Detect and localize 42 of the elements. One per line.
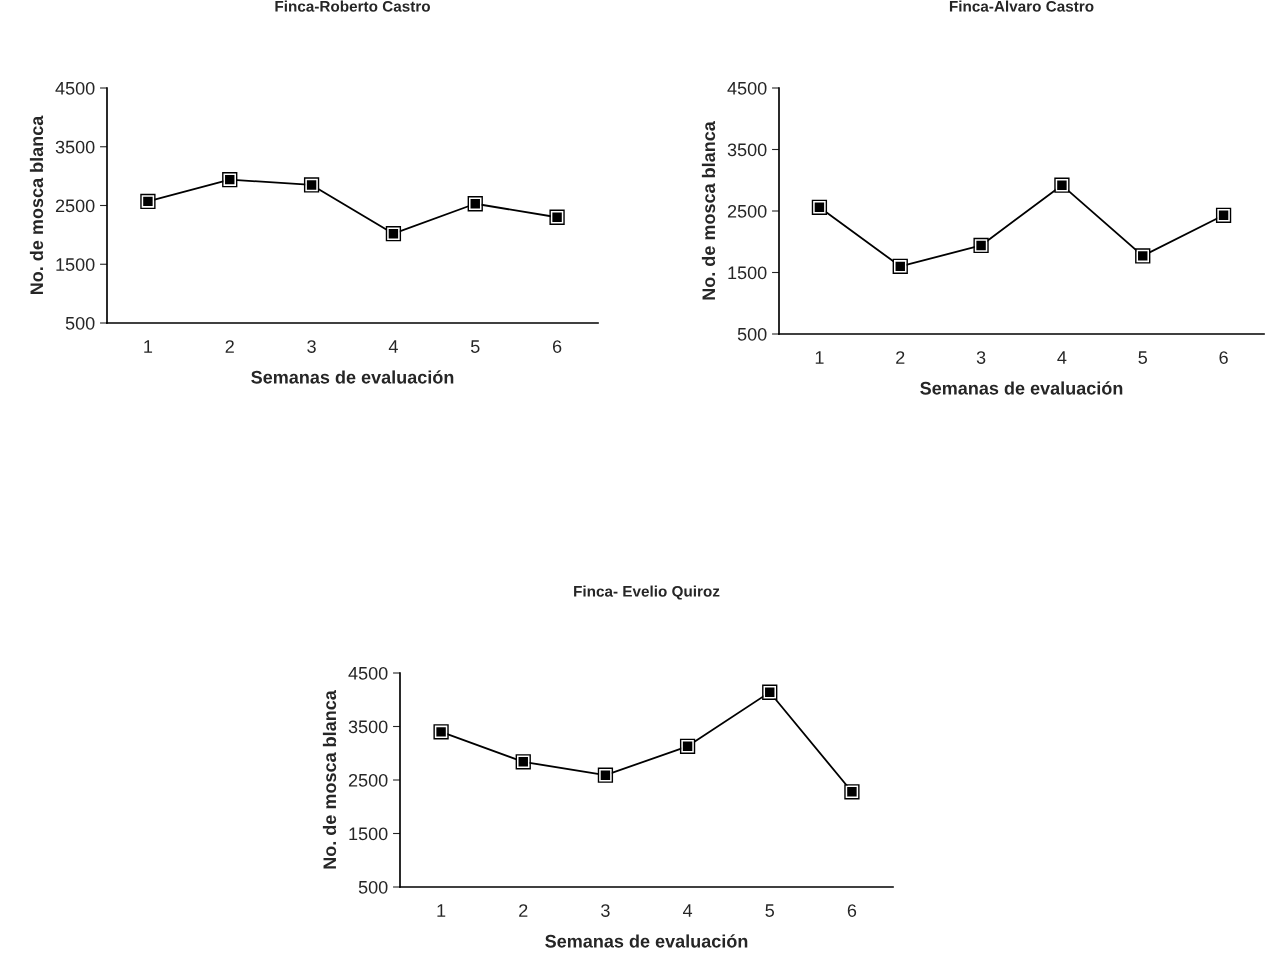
- x-tick-label: 4: [388, 340, 398, 353]
- y-tick-label: 2500: [55, 199, 95, 213]
- x-tick-label: 1: [144, 340, 153, 353]
- x-tick-label: 5: [470, 340, 480, 353]
- chart-title: Finca-Alvaro Castro: [949, 0, 1094, 12]
- x-tick-label: 5: [1138, 351, 1148, 364]
- x-tick-label: 4: [682, 904, 693, 917]
- y-tick-label: 1500: [728, 266, 767, 280]
- x-tick-label: 2: [519, 904, 528, 917]
- x-tick-label: 5: [765, 904, 775, 917]
- y-tick-label: 500: [358, 880, 388, 894]
- x-tick-label: 6: [847, 904, 857, 917]
- y-tick-label: 3500: [55, 140, 95, 154]
- y-tick-label: 2500: [727, 204, 767, 218]
- y-axis-title: No. de mosca blanca: [322, 690, 337, 869]
- x-tick-label: 1: [815, 351, 824, 364]
- x-tick-label: 6: [1219, 351, 1228, 364]
- x-tick-label: 3: [307, 340, 316, 353]
- x-tick-label: 3: [976, 351, 986, 364]
- x-axis-title: Semanas de evaluación: [920, 381, 1123, 395]
- y-tick-label: 1500: [56, 258, 95, 271]
- x-axis-title: Semanas de evaluación: [545, 934, 748, 948]
- x-tick-label: 6: [552, 340, 562, 353]
- y-axis-title: No. de mosca blanca: [29, 115, 44, 295]
- y-tick-label: 500: [737, 327, 767, 341]
- y-tick-label: 2500: [348, 773, 388, 787]
- y-tick-label: 4500: [727, 81, 767, 95]
- y-tick-label: 4500: [348, 666, 388, 680]
- y-axis-title: No. de mosca blanca: [701, 121, 716, 300]
- x-tick-label: 4: [1057, 351, 1067, 364]
- x-tick-label: 3: [601, 904, 610, 917]
- chart-title: Finca-Roberto Castro: [275, 0, 430, 12]
- y-tick-label: 3500: [727, 143, 767, 157]
- x-axis-title: Semanas de evaluación: [251, 370, 454, 384]
- y-tick-label: 4500: [55, 81, 95, 95]
- y-tick-label: 3500: [348, 720, 388, 734]
- x-tick-label: 1: [437, 904, 446, 917]
- y-tick-label: 1500: [349, 827, 388, 841]
- x-tick-label: 2: [896, 351, 905, 364]
- x-tick-label: 2: [225, 340, 234, 353]
- chart-title: Finca- Evelio Quiroz: [574, 585, 720, 600]
- y-tick-label: 500: [65, 316, 95, 330]
